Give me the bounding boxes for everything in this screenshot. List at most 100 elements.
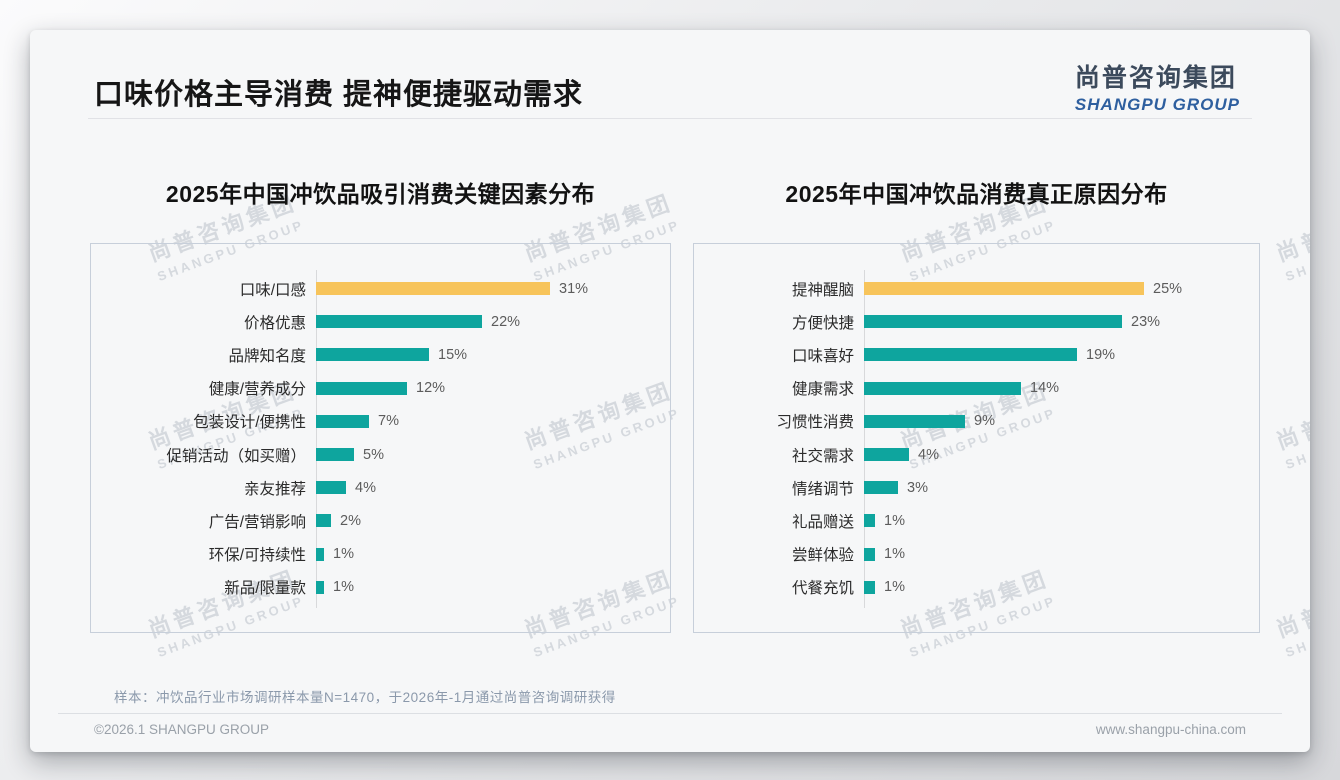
chart-row: 习惯性消费 9% (694, 405, 1259, 438)
category-label: 口味/口感 (239, 281, 306, 299)
slide-card: 尚普咨询集团 SHANGPU GROUP 尚普咨询集团 SHANGPU GROUP 尚普… (30, 30, 1310, 752)
slide-content: 口味价格主导消费 提神便捷驱动需求 尚普咨询集团 SHANGPU GROUP 2… (30, 30, 1310, 752)
bar-zone: 1% (316, 538, 670, 571)
chart-row: 健康/营养成分 12% (91, 372, 670, 405)
footer-copyright: ©2026.1 SHANGPU GROUP (94, 722, 270, 737)
bar (316, 282, 550, 296)
bar (864, 481, 898, 495)
bar (316, 348, 429, 362)
chart-row: 包装设计/便携性 7% (91, 405, 670, 438)
bar (864, 282, 1144, 296)
bar-zone: 4% (316, 471, 670, 504)
chart-row: 健康需求 14% (694, 372, 1259, 405)
logo-text-en: SHANGPU GROUP (1074, 95, 1240, 114)
chart-row: 尝鲜体验 1% (694, 538, 1259, 571)
category-label: 口味喜好 (791, 347, 854, 365)
chart-row: 品牌知名度 15% (91, 338, 670, 371)
chart-rows: 口味/口感 31% 价格优惠 22% 品牌知名度 15% 健康/营养成分 12% 包装设计/便携… (91, 244, 670, 632)
bar-zone: 19% (864, 338, 1259, 371)
chart-row: 价格优惠 22% (91, 305, 670, 338)
chart-panel-right: 提神醒脑 25% 方便快捷 23% 口味喜好 19% 健康需求 14% 习惯性消费 9% 社交需求 4… (693, 243, 1260, 633)
chart-row: 促销活动（如买赠） 5% (91, 438, 670, 471)
chart-row: 亲友推荐 4% (91, 471, 670, 504)
bar (316, 547, 324, 561)
page-title: 口味价格主导消费 提神便捷驱动需求 (94, 79, 584, 111)
category-label: 情绪调节 (791, 480, 854, 498)
value-label: 5% (363, 446, 384, 463)
value-label: 14% (1030, 380, 1060, 397)
value-label: 7% (378, 413, 399, 430)
bar (316, 514, 331, 528)
bar (316, 448, 354, 462)
chart-row: 情绪调节 3% (694, 471, 1259, 504)
bar (864, 580, 875, 594)
bar-zone: 12% (316, 372, 670, 405)
bar (316, 481, 346, 495)
bar (864, 414, 965, 428)
category-label: 社交需求 (791, 447, 854, 465)
bar (316, 580, 324, 594)
bar (316, 381, 407, 395)
bar-zone: 31% (316, 272, 670, 305)
bar-zone: 5% (316, 438, 670, 471)
value-label: 9% (974, 413, 995, 430)
value-label: 1% (333, 579, 354, 596)
chart-row: 礼品赠送 1% (694, 504, 1259, 537)
category-label: 习惯性消费 (776, 414, 854, 432)
chart-row: 提神醒脑 25% (694, 272, 1259, 305)
sample-note: 样本：冲饮品行业市场调研样本量N=1470，于2026年-1月通过尚普咨询调研获… (114, 690, 616, 705)
value-label: 1% (884, 579, 905, 596)
bar-zone: 1% (864, 571, 1259, 604)
bar-zone: 22% (316, 305, 670, 338)
category-label: 广告/营销影响 (208, 513, 306, 531)
chart-row: 广告/营销影响 2% (91, 504, 670, 537)
bar-zone: 23% (864, 305, 1259, 338)
chart-rows: 提神醒脑 25% 方便快捷 23% 口味喜好 19% 健康需求 14% 习惯性消费 9% 社交需求 4… (694, 244, 1259, 632)
category-label: 代餐充饥 (791, 580, 854, 598)
value-label: 25% (1153, 280, 1183, 297)
category-label: 健康需求 (791, 381, 854, 399)
bar-zone: 25% (864, 272, 1259, 305)
value-label: 19% (1086, 346, 1116, 363)
bar-zone: 7% (316, 405, 670, 438)
title-divider (88, 118, 1252, 119)
value-label: 12% (416, 380, 446, 397)
axis-line (316, 270, 317, 608)
footer-website: www.shangpu-china.com (1095, 722, 1246, 737)
category-label: 尝鲜体验 (791, 547, 854, 565)
bar-zone: 1% (864, 504, 1259, 537)
chart-row: 代餐充饥 1% (694, 571, 1259, 604)
chart-title-left: 2025年中国冲饮品吸引消费关键因素分布 (165, 181, 596, 207)
bar (864, 381, 1021, 395)
chart-row: 社交需求 4% (694, 438, 1259, 471)
bar (864, 348, 1077, 362)
chart-row: 方便快捷 23% (694, 305, 1259, 338)
category-label: 价格优惠 (243, 314, 306, 332)
category-label: 品牌知名度 (228, 347, 306, 365)
chart-title-right: 2025年中国冲饮品消费真正原因分布 (785, 181, 1168, 207)
value-label: 23% (1131, 313, 1161, 330)
company-logo: 尚普咨询集团 SHANGPU GROUP (1075, 58, 1240, 115)
value-label: 3% (907, 479, 928, 496)
chart-row: 口味喜好 19% (694, 338, 1259, 371)
value-label: 1% (333, 546, 354, 563)
value-label: 1% (884, 512, 905, 529)
category-label: 包装设计/便携性 (193, 414, 306, 432)
bar-zone: 3% (864, 471, 1259, 504)
value-label: 22% (491, 313, 521, 330)
chart-panel-left: 口味/口感 31% 价格优惠 22% 品牌知名度 15% 健康/营养成分 12% 包装设计/便携… (90, 243, 671, 633)
bar (864, 547, 875, 561)
footer-divider (58, 713, 1282, 714)
category-label: 亲友推荐 (243, 480, 306, 498)
bar-zone: 1% (864, 538, 1259, 571)
category-label: 促销活动（如买赠） (166, 447, 306, 465)
category-label: 新品/限量款 (224, 580, 306, 598)
axis-line (864, 270, 865, 608)
footer: ©2026.1 SHANGPU GROUP www.shangpu-china.… (94, 722, 1246, 737)
bar-zone: 4% (864, 438, 1259, 471)
value-label: 4% (355, 479, 376, 496)
category-label: 方便快捷 (791, 314, 854, 332)
value-label: 31% (559, 280, 589, 297)
category-label: 环保/可持续性 (208, 547, 306, 565)
